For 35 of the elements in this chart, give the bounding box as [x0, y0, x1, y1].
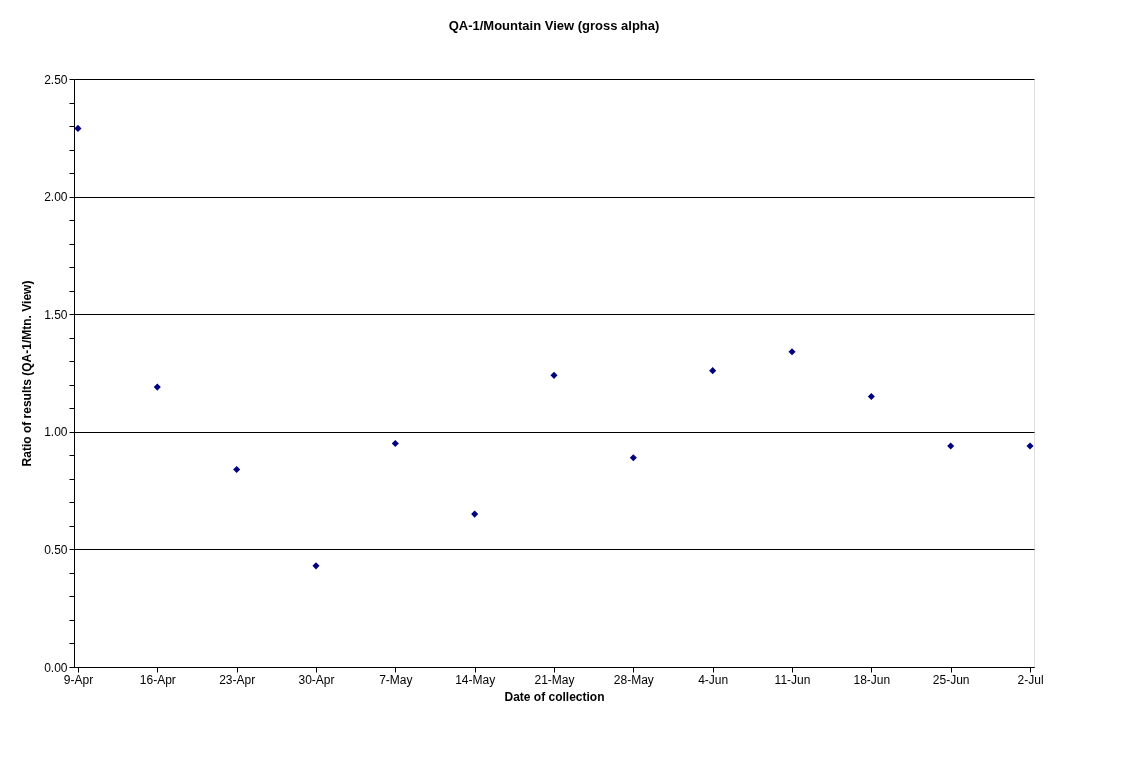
point: [74, 124, 82, 132]
x-tick-label: 23-Apr: [219, 672, 256, 687]
x-tick-label: 25-Jun: [932, 672, 970, 687]
y-tick-label: 0.50: [44, 542, 68, 557]
point: [550, 371, 558, 379]
point: [1026, 442, 1034, 450]
x-tick-label: 28-May: [613, 672, 654, 687]
x-tick-label: 18-Jun: [853, 672, 891, 687]
point: [233, 465, 241, 473]
point: [391, 440, 399, 448]
point: [867, 392, 875, 401]
x-tick-label: 11-Jun: [774, 672, 811, 687]
y-tick-label: 2.00: [44, 190, 68, 205]
x-tick-label: 2-Jul: [1017, 672, 1044, 687]
y-axis-title: Ratio of results (QA-1/Mtn. View): [20, 280, 35, 467]
y-tick-label: 1.50: [44, 307, 68, 322]
x-axis-title: Date of collection: [504, 689, 605, 704]
chart-title: QA-1/Mountain View (gross alpha): [448, 18, 660, 33]
x-tick-label: 14-May: [455, 672, 496, 687]
y-tick-label: 2.50: [44, 72, 68, 87]
point: [788, 348, 796, 356]
x-tick-label: 4-Jun: [698, 672, 729, 687]
x-tick-label: 16-Apr: [139, 672, 176, 687]
point: [947, 442, 955, 450]
point: [471, 510, 479, 518]
x-tick-label: 30-Apr: [298, 672, 335, 687]
x-tick-label: 7-May: [379, 672, 413, 687]
y-tick-label: 0.00: [44, 660, 68, 675]
point: [709, 367, 717, 375]
x-tick-label: 9-Apr: [63, 672, 94, 687]
point: [629, 454, 637, 462]
point: [153, 383, 161, 391]
x-tick-label: 21-May: [534, 672, 575, 687]
point: [312, 562, 320, 570]
y-tick-label: 1.00: [44, 425, 68, 440]
